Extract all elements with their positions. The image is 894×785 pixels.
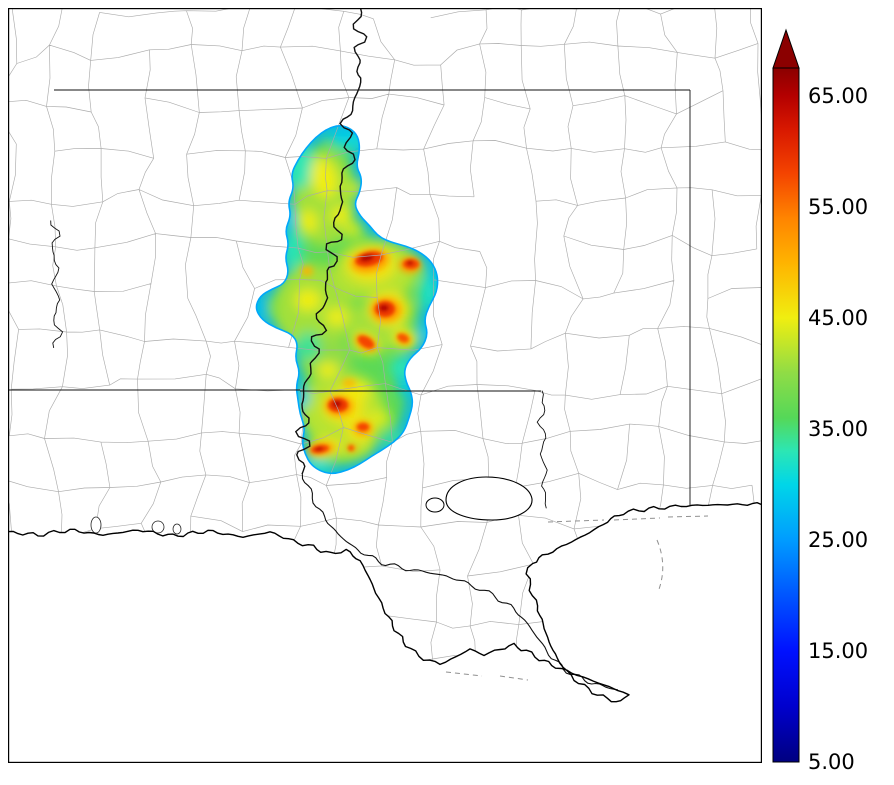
barrier-islands — [445, 515, 709, 681]
heat-blob — [301, 266, 313, 276]
coastal-lake — [90, 516, 102, 534]
mississippi-river-upper — [294, 8, 368, 475]
coastal-lake — [151, 520, 165, 534]
colorbar-tick-label: 55.00 — [808, 195, 869, 219]
colorbar-tick-label: 45.00 — [808, 306, 869, 330]
lake-maurepas — [425, 497, 445, 513]
lake-pontchartrain — [445, 476, 533, 521]
heat-blob — [330, 207, 352, 223]
heat-blob — [344, 223, 362, 237]
heat-blob — [397, 333, 409, 343]
heat-blob — [296, 332, 320, 360]
heat-blob — [379, 304, 389, 312]
colorbar-tick-label: 15.00 — [808, 639, 869, 663]
colorbar-tick-label: 65.00 — [808, 84, 869, 108]
heat-blob — [256, 297, 265, 319]
heat-blob — [314, 446, 324, 452]
gulf-water — [8, 502, 762, 763]
heat-blob — [317, 362, 339, 378]
heat-blob — [390, 358, 414, 378]
heat-blob — [295, 289, 321, 311]
gulf-and-lakes — [8, 476, 762, 763]
colorbar-tick-label: 5.00 — [808, 750, 855, 774]
colorbar-extend-arrow — [772, 28, 800, 69]
chandeleur-islands — [656, 539, 664, 593]
heat-blob — [342, 379, 356, 387]
heat-blob — [285, 232, 303, 268]
state-border-pearl-river — [536, 390, 548, 509]
ouachita-river — [50, 220, 64, 348]
coastline — [8, 502, 762, 703]
colorbar-tick-label: 25.00 — [808, 528, 869, 552]
heat-blob — [367, 410, 391, 428]
heat-blob — [286, 144, 314, 188]
state-borders — [8, 89, 691, 509]
coastal-lake — [172, 523, 182, 535]
heat-blob — [299, 210, 317, 234]
colorbar-gradient — [772, 67, 800, 763]
heat-blob — [357, 423, 369, 431]
heat-blob — [326, 308, 348, 326]
map-panel — [8, 8, 762, 763]
coastline-path — [8, 502, 762, 703]
colorbar-tick-label: 35.00 — [808, 417, 869, 441]
heat-blob — [357, 335, 375, 349]
colorbar — [772, 28, 800, 763]
heat-blob — [348, 445, 354, 451]
basin-outline — [255, 125, 439, 475]
map-frame — [8, 8, 762, 763]
heat-blob — [406, 260, 414, 266]
heat-blob — [310, 158, 338, 198]
